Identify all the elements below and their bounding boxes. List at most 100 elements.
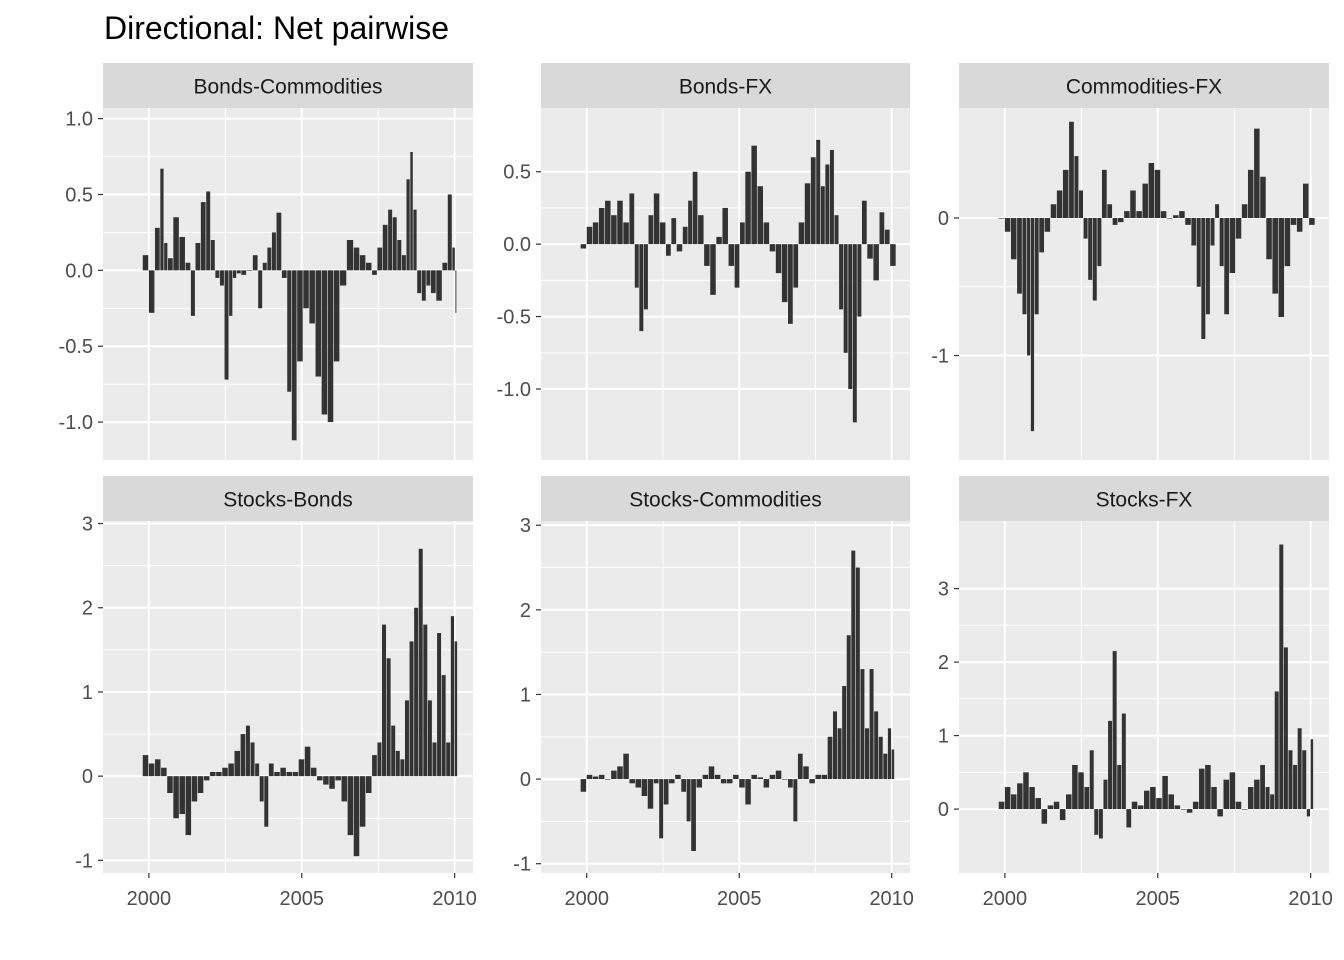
bar: [327, 270, 334, 423]
x-tick-label: 2010: [432, 888, 477, 910]
bar: [1303, 183, 1309, 218]
x-tick-label: 2005: [717, 888, 762, 910]
bar: [1084, 787, 1090, 810]
bar: [634, 244, 639, 288]
bar: [810, 157, 816, 245]
bar: [1131, 801, 1138, 810]
y-tick-label: -1.0: [59, 412, 93, 434]
bar: [1017, 218, 1022, 294]
bar: [1112, 218, 1118, 225]
bar: [321, 270, 328, 415]
bar: [365, 262, 372, 271]
bar: [1027, 218, 1031, 356]
bar: [857, 244, 862, 317]
bar: [365, 776, 372, 793]
bar: [809, 779, 815, 784]
bar: [816, 139, 821, 245]
bar: [1083, 218, 1088, 239]
bar: [1162, 775, 1168, 810]
bar: [1078, 772, 1084, 810]
bar: [751, 774, 757, 780]
bar: [1290, 218, 1297, 225]
bar: [455, 270, 457, 313]
bar: [1192, 801, 1199, 810]
bar: [1284, 218, 1291, 267]
bar: [1247, 787, 1254, 810]
bar: [1274, 691, 1279, 810]
bar: [382, 224, 388, 271]
bar: [441, 675, 446, 777]
bar: [1156, 798, 1162, 810]
bar: [1094, 809, 1099, 835]
bar: [317, 776, 323, 781]
bar: [274, 771, 280, 777]
bar: [710, 244, 716, 295]
bar: [1260, 764, 1265, 810]
bar: [832, 711, 837, 780]
bar: [315, 270, 322, 377]
bar: [623, 222, 629, 245]
bar: [241, 270, 247, 275]
bar: [1185, 218, 1191, 225]
bar: [648, 215, 654, 245]
bar: [1272, 218, 1278, 294]
bar: [406, 179, 410, 271]
bar: [1079, 190, 1084, 218]
bar: [454, 641, 458, 777]
bar: [1154, 169, 1161, 218]
facet-strip: [541, 476, 910, 521]
bar: [592, 222, 599, 245]
bar: [598, 207, 605, 245]
bar: [1118, 218, 1124, 223]
bar: [775, 244, 782, 274]
y-tick-label: -1: [75, 850, 93, 872]
bar: [611, 770, 617, 780]
bar: [1166, 218, 1173, 219]
bar: [586, 774, 593, 780]
bar: [190, 270, 195, 316]
bar: [837, 728, 842, 780]
bar: [206, 191, 211, 271]
bar: [617, 766, 623, 780]
bar: [179, 236, 185, 271]
bar: [173, 776, 179, 819]
bar: [310, 767, 317, 777]
bar: [722, 207, 728, 245]
facet-strip: [959, 476, 1329, 521]
bar: [611, 215, 617, 245]
bar: [1254, 128, 1260, 218]
y-tick-label: 0.5: [65, 184, 93, 206]
y-tick-label: 1: [520, 684, 531, 706]
bar: [1302, 750, 1307, 810]
bar: [1010, 218, 1017, 260]
bar: [698, 215, 704, 245]
x-tick-label: 2010: [869, 888, 914, 910]
bar: [1142, 183, 1148, 218]
bar: [391, 725, 396, 777]
x-tick-label: 2000: [983, 888, 1028, 910]
bar: [834, 215, 839, 245]
bar: [821, 774, 828, 780]
bar: [1215, 204, 1220, 218]
bar: [224, 270, 229, 380]
bar: [1089, 750, 1094, 810]
y-tick-label: 3: [82, 514, 93, 536]
bar: [423, 624, 428, 777]
bar: [240, 734, 246, 777]
bar: [185, 776, 192, 836]
bar: [1205, 218, 1210, 315]
bar: [372, 270, 377, 275]
bar: [829, 150, 834, 245]
bar: [669, 779, 675, 784]
bar: [1223, 779, 1230, 810]
bar: [382, 624, 387, 777]
bar: [605, 200, 611, 245]
bar: [1069, 121, 1074, 218]
bar: [592, 776, 599, 780]
bar: [757, 777, 764, 780]
bar: [245, 725, 250, 777]
bar: [998, 801, 1005, 810]
bar: [1039, 218, 1045, 253]
bar: [788, 779, 793, 788]
